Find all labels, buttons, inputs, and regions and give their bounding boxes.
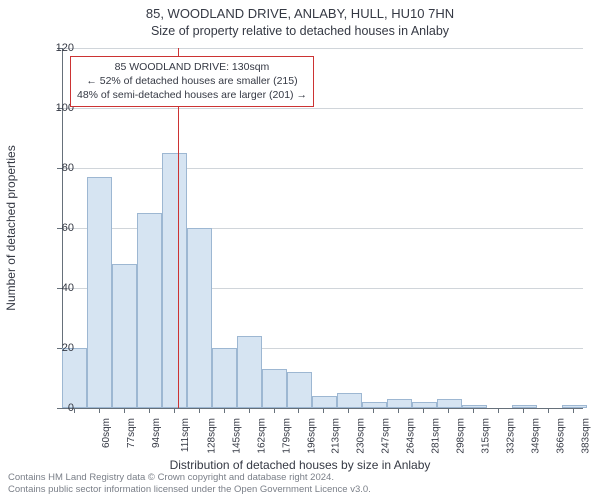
histogram-bar [162, 153, 187, 408]
xtick-label: 349sqm [531, 418, 542, 454]
histogram-bar [312, 396, 337, 408]
gridline-h [63, 108, 583, 109]
ytick-label: 80 [62, 162, 74, 174]
xtick-mark [298, 408, 299, 413]
histogram-bar [362, 402, 387, 408]
xtick-label: 77sqm [126, 418, 137, 448]
xtick-label: 60sqm [101, 418, 112, 448]
gridline-h [63, 48, 583, 49]
xtick-label: 247sqm [381, 418, 392, 454]
xtick-mark [174, 408, 175, 413]
y-axis-label: Number of detached properties [4, 145, 18, 310]
histogram-bar [387, 399, 412, 408]
histogram-bar [512, 405, 537, 408]
histogram-bar [62, 348, 87, 408]
histogram-bar [562, 405, 587, 408]
xtick-mark [573, 408, 574, 413]
xtick-mark [74, 408, 75, 413]
xtick-label: 179sqm [281, 418, 292, 454]
chart-title: 85, WOODLAND DRIVE, ANLABY, HULL, HU10 7… [0, 6, 600, 21]
histogram-bar [112, 264, 137, 408]
xtick-mark [323, 408, 324, 413]
xtick-mark [99, 408, 100, 413]
xtick-mark [249, 408, 250, 413]
xtick-mark [498, 408, 499, 413]
xtick-mark [149, 408, 150, 413]
chart-subtitle: Size of property relative to detached ho… [0, 24, 600, 38]
ytick-label: 120 [56, 42, 74, 54]
histogram-bar [287, 372, 312, 408]
xtick-mark [224, 408, 225, 413]
footer-line-1: Contains HM Land Registry data © Crown c… [8, 472, 371, 484]
xtick-label: 94sqm [151, 418, 162, 448]
xtick-label: 162sqm [256, 418, 267, 454]
xtick-label: 332sqm [506, 418, 517, 454]
xtick-mark [124, 408, 125, 413]
histogram-bar [187, 228, 212, 408]
histogram-bar [237, 336, 262, 408]
xtick-label: 213sqm [331, 418, 342, 454]
xtick-label: 230sqm [356, 418, 367, 454]
xtick-mark [398, 408, 399, 413]
histogram-bar [262, 369, 287, 408]
chart-container: 85, WOODLAND DRIVE, ANLABY, HULL, HU10 7… [0, 0, 600, 500]
annotation-line-3: 48% of semi-detached houses are larger (… [77, 88, 307, 102]
xtick-label: 145sqm [231, 418, 242, 454]
xtick-mark [448, 408, 449, 413]
ytick-label: 20 [62, 342, 74, 354]
histogram-bar [462, 405, 487, 408]
xtick-mark [423, 408, 424, 413]
xtick-mark [274, 408, 275, 413]
footer-credits: Contains HM Land Registry data © Crown c… [8, 472, 371, 496]
xtick-mark [523, 408, 524, 413]
xtick-label: 111sqm [180, 418, 191, 452]
xtick-label: 196sqm [306, 418, 317, 454]
histogram-bar [437, 399, 462, 408]
histogram-bar [337, 393, 362, 408]
xtick-label: 383sqm [581, 418, 592, 454]
annotation-box: 85 WOODLAND DRIVE: 130sqm← 52% of detach… [70, 56, 314, 107]
xtick-mark [348, 408, 349, 413]
histogram-bar [137, 213, 162, 408]
histogram-bar [412, 402, 437, 408]
ytick-mark [57, 408, 62, 409]
xtick-mark [199, 408, 200, 413]
ytick-label: 60 [62, 222, 74, 234]
xtick-label: 298sqm [456, 418, 467, 454]
xtick-label: 264sqm [406, 418, 417, 454]
xtick-label: 128sqm [206, 418, 217, 454]
histogram-bar [87, 177, 112, 408]
xtick-label: 315sqm [481, 418, 492, 454]
xtick-label: 281sqm [431, 418, 442, 454]
annotation-line-2: ← 52% of detached houses are smaller (21… [77, 74, 307, 88]
annotation-line-1: 85 WOODLAND DRIVE: 130sqm [77, 60, 307, 74]
xtick-mark [473, 408, 474, 413]
xtick-mark [373, 408, 374, 413]
x-axis-label: Distribution of detached houses by size … [0, 458, 600, 472]
footer-line-2: Contains public sector information licen… [8, 484, 371, 496]
xtick-mark [548, 408, 549, 413]
xtick-label: 366sqm [556, 418, 567, 454]
histogram-bar [212, 348, 237, 408]
gridline-h [63, 168, 583, 169]
ytick-label: 40 [62, 282, 74, 294]
